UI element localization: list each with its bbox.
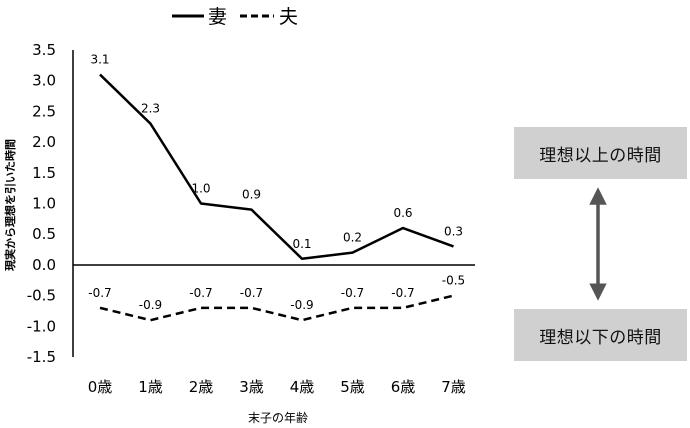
legend-husband-label: 夫 <box>279 6 298 28</box>
data-label: -0.9 <box>290 298 313 312</box>
x-tick-label: 5歳 <box>340 378 365 396</box>
data-label: -0.7 <box>240 286 263 300</box>
x-tick-labels: 0歳 1歳 2歳 3歳 4歳 5歳 6歳 7歳 <box>88 378 466 396</box>
y-tick-label: 2.5 <box>32 102 56 120</box>
y-tick-label: -0.5 <box>27 287 56 305</box>
x-axis-title: 末子の年齢 <box>248 410 308 425</box>
x-tick-label: 3歳 <box>239 378 264 396</box>
upper-annotation-box: 理想以上の時間 <box>514 127 687 179</box>
data-label: 1.0 <box>191 182 210 196</box>
legend: 妻 夫 <box>172 6 298 28</box>
series-lines <box>99 73 454 322</box>
data-label: -0.7 <box>88 286 111 300</box>
y-tick-label: -1.5 <box>27 348 56 366</box>
y-tick-label: 0.5 <box>32 225 56 243</box>
series-line-husband <box>99 294 454 322</box>
y-axis-title: 現実から理想を引いた時間 <box>3 139 17 271</box>
y-tick-label: -1.0 <box>27 317 56 335</box>
upper-annotation-text: 理想以上の時間 <box>539 145 662 166</box>
lower-annotation-box: 理想以下の時間 <box>514 309 687 361</box>
x-tick-label: 0歳 <box>88 378 113 396</box>
y-tick-label: 3.5 <box>32 41 56 59</box>
y-tick-label: 1.0 <box>32 195 56 213</box>
x-tick-label: 4歳 <box>290 378 315 396</box>
y-tick-label: 0.0 <box>32 256 56 274</box>
data-label: 2.3 <box>141 102 160 116</box>
data-label: 3.1 <box>90 53 109 67</box>
data-label: 0.6 <box>393 206 412 220</box>
y-tick-label: 2.0 <box>32 133 56 151</box>
lower-annotation-text: 理想以下の時間 <box>539 327 662 348</box>
y-tick-label: 1.5 <box>32 164 56 182</box>
x-tick-label: 7歳 <box>441 378 466 396</box>
x-tick-label: 2歳 <box>189 378 214 396</box>
legend-wife-label: 妻 <box>208 6 227 28</box>
data-label: 0.2 <box>343 231 362 245</box>
y-tick-labels: 3.5 3.0 2.5 2.0 1.5 1.0 0.5 0.0 -0.5 -1.0 -1.5 <box>27 41 56 366</box>
x-tick-label: 1歳 <box>138 378 163 396</box>
series-line-wife <box>99 73 454 261</box>
data-label: -0.5 <box>442 274 465 288</box>
data-label: -0.7 <box>189 286 212 300</box>
data-label: 0.9 <box>242 188 261 202</box>
data-label: -0.7 <box>391 286 414 300</box>
data-label: -0.7 <box>341 286 364 300</box>
data-label: -0.9 <box>139 298 162 312</box>
data-labels: 3.1 2.3 1.0 0.9 0.1 0.2 0.6 0.3 -0.7 -0.9 -0.7 -0.7… <box>88 53 465 313</box>
data-label: 0.3 <box>444 224 463 238</box>
data-label: 0.1 <box>292 237 311 251</box>
y-tick-label: 3.0 <box>32 72 56 90</box>
x-tick-label: 6歳 <box>391 378 416 396</box>
